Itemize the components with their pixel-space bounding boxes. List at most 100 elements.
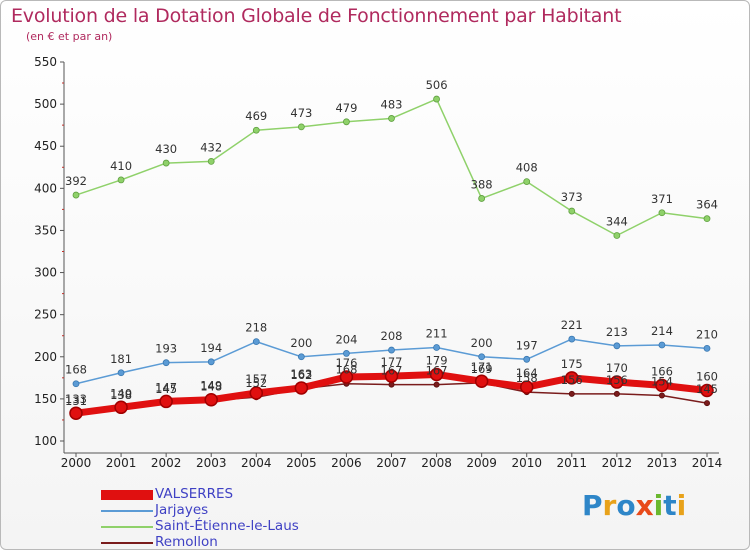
data-label-remollon: 154 [651,375,673,389]
data-label-remollon: 156 [561,373,583,387]
proxiti-logo: Proxiti [582,489,686,522]
data-point-saint-etienne-le-laus [297,123,305,131]
x-tick-label: 2004 [241,456,272,470]
data-label-saint-etienne-le-laus: 469 [245,109,267,123]
data-point-valserres [294,381,309,395]
y-tick-label: 250 [34,308,57,322]
data-point-jarjayes [658,341,666,349]
data-point-valserres [655,378,669,393]
y-tick-label: 450 [34,139,57,153]
y-tick-label: 200 [34,350,57,364]
data-point-saint-etienne-le-laus [568,207,576,215]
data-point-remollon [433,381,440,388]
data-label-jarjayes: 181 [110,352,132,366]
x-tick-label: 2011 [557,456,588,470]
data-label-valserres: 175 [561,357,583,371]
data-label-saint-etienne-le-laus: 483 [381,97,403,111]
data-point-jarjayes [478,353,486,361]
data-label-jarjayes: 197 [516,338,538,352]
data-label-saint-etienne-le-laus: 392 [65,174,87,188]
logo-letter: r [602,489,617,522]
data-label-remollon: 145 [155,382,177,396]
legend-swatch [101,510,153,512]
data-label-remollon: 131 [65,394,87,408]
data-point-saint-etienne-le-laus [433,95,440,103]
data-point-jarjayes [613,342,621,350]
data-point-valserres [204,392,218,407]
data-label-saint-etienne-le-laus: 408 [516,161,538,175]
x-tick-label: 2000 [61,456,92,470]
y-tick-label: 350 [34,223,57,237]
data-label-saint-etienne-le-laus: 479 [335,101,357,115]
y-tick-label: 500 [34,97,57,111]
y-tick-label: 100 [34,434,57,448]
data-label-saint-etienne-le-laus: 506 [426,78,448,92]
data-label-remollon: 168 [335,363,357,377]
data-point-valserres [159,394,173,409]
data-label-valserres: 176 [335,356,357,370]
data-label-jarjayes: 211 [426,327,448,341]
data-point-saint-etienne-le-laus [117,176,125,184]
data-label-valserres: 133 [65,392,87,406]
data-label-valserres: 177 [381,355,403,369]
data-label-valserres: 163 [290,367,312,381]
data-point-jarjayes [72,380,80,388]
legend-swatch [101,526,153,528]
data-point-saint-etienne-le-laus [478,195,486,202]
data-point-jarjayes [388,346,395,354]
data-point-valserres [519,380,534,394]
data-point-remollon [568,390,575,397]
data-label-saint-etienne-le-laus: 344 [606,214,628,228]
x-tick-label: 2003 [196,456,227,470]
data-point-saint-etienne-le-laus [72,191,80,199]
data-label-saint-etienne-le-laus: 430 [155,142,177,156]
data-point-saint-etienne-le-laus [658,209,666,217]
data-label-valserres: 157 [245,372,267,386]
data-label-saint-etienne-le-laus: 388 [471,177,493,191]
data-label-saint-etienne-le-laus: 371 [651,192,673,206]
logo-letter: i [676,489,687,522]
legend-swatch [101,490,153,500]
data-label-jarjayes: 194 [200,341,222,355]
x-tick-label: 2009 [466,456,497,470]
data-point-valserres [339,370,354,384]
data-label-valserres: 147 [155,380,177,394]
data-point-valserres [114,400,128,415]
x-tick-label: 2010 [511,456,542,470]
data-point-jarjayes [343,350,350,357]
data-point-saint-etienne-le-laus [343,118,350,126]
data-label-saint-etienne-le-laus: 410 [110,159,132,173]
data-label-remollon: 152 [245,376,267,390]
data-label-jarjayes: 168 [65,363,87,377]
data-label-saint-etienne-le-laus: 432 [200,140,222,154]
logo-letter: o [616,489,636,522]
legend-swatch [101,542,153,544]
data-point-valserres [474,374,489,388]
data-point-remollon [613,390,620,397]
data-label-jarjayes: 210 [696,327,718,341]
data-point-saint-etienne-le-laus [703,215,711,223]
data-label-jarjayes: 200 [290,336,312,350]
legend-label: Jarjayes [155,502,209,518]
data-label-jarjayes: 214 [651,324,673,338]
data-point-valserres [69,406,83,420]
data-point-saint-etienne-le-laus [162,159,170,167]
data-label-jarjayes: 221 [561,318,583,332]
logo-letter: i [653,489,664,522]
data-point-valserres [249,386,264,400]
data-label-remollon: 158 [516,371,538,385]
x-tick-label: 2006 [331,456,362,470]
legend-label: VALSERRES [155,486,234,502]
data-point-remollon [704,400,711,407]
y-tick-label: 150 [34,392,57,406]
x-tick-label: 2001 [106,456,137,470]
x-tick-label: 2013 [647,456,678,470]
data-label-valserres: 166 [651,364,673,378]
logo-letter: x [635,489,654,522]
data-point-jarjayes [162,359,170,367]
data-label-saint-etienne-le-laus: 373 [561,190,583,204]
data-point-jarjayes [523,355,531,363]
data-label-jarjayes: 200 [471,336,493,350]
data-point-saint-etienne-le-laus [252,126,260,134]
